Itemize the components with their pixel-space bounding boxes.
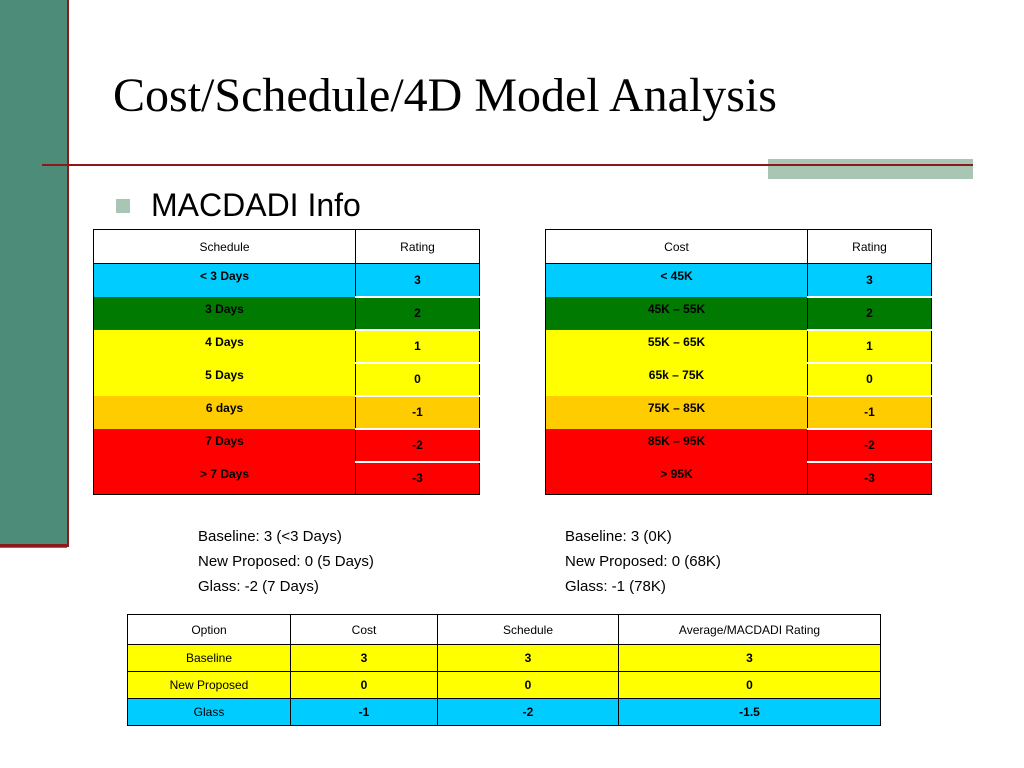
table-row: 5 Days 0: [93, 362, 480, 397]
rating-cell: 0: [807, 362, 932, 397]
table-row: < 45K 3: [545, 263, 932, 298]
cost-cell: -1: [290, 698, 438, 726]
schedule-note-baseline: Baseline: 3 (<3 Days): [198, 528, 342, 545]
schedule-note-new-proposed: New Proposed: 0 (5 Days): [198, 553, 374, 570]
table-row: Glass -1 -2 -1.5: [127, 698, 881, 726]
schedule-cell: 3: [437, 644, 619, 672]
header-rating: Rating: [807, 229, 932, 264]
average-cell: 3: [618, 644, 881, 672]
schedule-cell: 0: [437, 671, 619, 699]
schedule-label-cell: < 3 Days: [93, 263, 356, 297]
rating-cell: 2: [807, 296, 932, 331]
schedule-label-cell: 4 Days: [93, 329, 356, 363]
table-row: 85K – 95K -2: [545, 428, 932, 463]
side-accent-bar: [0, 0, 67, 548]
cost-label-cell: < 45K: [545, 263, 808, 297]
cost-label-cell: 75K – 85K: [545, 395, 808, 429]
schedule-cell: -2: [437, 698, 619, 726]
schedule-label-cell: 7 Days: [93, 428, 356, 462]
schedule-label-cell: 3 Days: [93, 296, 356, 330]
table-row: > 7 Days -3: [93, 461, 480, 495]
table-row: 4 Days 1: [93, 329, 480, 364]
rating-cell: -3: [355, 461, 480, 495]
header-option: Option: [127, 614, 291, 645]
title-decoration-line: [768, 164, 973, 166]
schedule-label-cell: > 7 Days: [93, 461, 356, 495]
header-cost: Cost: [290, 614, 438, 645]
rating-cell: -2: [355, 428, 480, 463]
header-average-rating: Average/MACDADI Rating: [618, 614, 881, 645]
header-cost: Cost: [545, 229, 808, 264]
rating-cell: 0: [355, 362, 480, 397]
title-rule: [42, 164, 770, 166]
cost-rating-table: Cost Rating < 45K 3 45K – 55K 2 55K – 65…: [545, 229, 932, 495]
average-cell: 0: [618, 671, 881, 699]
rating-cell: -1: [355, 395, 480, 430]
bullet-text: MACDADI Info: [151, 187, 361, 223]
schedule-note-glass: Glass: -2 (7 Days): [198, 578, 319, 595]
table-row: New Proposed 0 0 0: [127, 671, 881, 699]
table-row: 65k – 75K 0: [545, 362, 932, 397]
schedule-label-cell: 6 days: [93, 395, 356, 429]
rating-cell: 1: [355, 329, 480, 364]
option-cell: Glass: [127, 698, 291, 726]
rating-cell: -2: [807, 428, 932, 463]
header-schedule: Schedule: [437, 614, 619, 645]
table-row: 55K – 65K 1: [545, 329, 932, 364]
cost-cell: 0: [290, 671, 438, 699]
average-cell: -1.5: [618, 698, 881, 726]
rating-cell: 1: [807, 329, 932, 364]
cost-note-baseline: Baseline: 3 (0K): [565, 528, 672, 545]
schedule-rating-table: Schedule Rating < 3 Days 3 3 Days 2 4 Da…: [93, 229, 480, 495]
side-accent-edge: [67, 0, 69, 547]
table-header-row: Cost Rating: [545, 229, 932, 264]
table-header-row: Option Cost Schedule Average/MACDADI Rat…: [127, 614, 881, 645]
cost-label-cell: > 95K: [545, 461, 808, 495]
table-row: 3 Days 2: [93, 296, 480, 331]
cost-label-cell: 85K – 95K: [545, 428, 808, 462]
option-cell: Baseline: [127, 644, 291, 672]
table-row: Baseline 3 3 3: [127, 644, 881, 672]
side-accent-line: [0, 544, 69, 547]
rating-cell: -1: [807, 395, 932, 430]
table-row: < 3 Days 3: [93, 263, 480, 298]
summary-table: Option Cost Schedule Average/MACDADI Rat…: [127, 614, 881, 726]
table-row: 6 days -1: [93, 395, 480, 430]
option-cell: New Proposed: [127, 671, 291, 699]
schedule-notes: Baseline: 3 (<3 Days) New Proposed: 0 (5…: [198, 524, 374, 599]
bullet-square-icon: [116, 199, 130, 213]
cost-label-cell: 45K – 55K: [545, 296, 808, 330]
rating-cell: 3: [355, 263, 480, 298]
slide-title: Cost/Schedule/4D Model Analysis: [113, 69, 777, 122]
cost-label-cell: 55K – 65K: [545, 329, 808, 363]
schedule-label-cell: 5 Days: [93, 362, 356, 396]
cost-note-glass: Glass: -1 (78K): [565, 578, 666, 595]
table-header-row: Schedule Rating: [93, 229, 480, 264]
header-rating: Rating: [355, 229, 480, 264]
rating-cell: 3: [807, 263, 932, 298]
rating-cell: 2: [355, 296, 480, 331]
title-decoration-block: [768, 159, 973, 179]
cost-cell: 3: [290, 644, 438, 672]
header-schedule: Schedule: [93, 229, 356, 264]
table-row: 45K – 55K 2: [545, 296, 932, 331]
table-row: 7 Days -2: [93, 428, 480, 463]
table-row: > 95K -3: [545, 461, 932, 495]
cost-note-new-proposed: New Proposed: 0 (68K): [565, 553, 721, 570]
cost-notes: Baseline: 3 (0K) New Proposed: 0 (68K) G…: [565, 524, 721, 599]
table-row: 75K – 85K -1: [545, 395, 932, 430]
rating-cell: -3: [807, 461, 932, 495]
cost-label-cell: 65k – 75K: [545, 362, 808, 396]
